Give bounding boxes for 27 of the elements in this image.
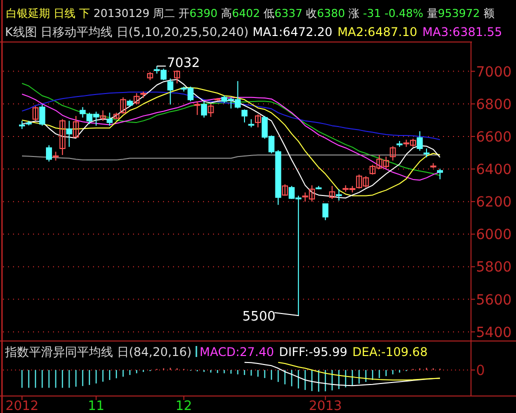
- y-tick-label: 5800: [476, 260, 512, 276]
- series-label: DIFF:-95.99: [279, 345, 348, 359]
- annotation: 5500: [242, 310, 276, 325]
- ref-line-label: 0: [476, 363, 485, 379]
- line-series: [22, 82, 440, 176]
- y-tick-label: 6000: [476, 227, 512, 244]
- legend-label: MACD:27.40: [200, 345, 274, 359]
- y-tick-label: 6600: [476, 129, 512, 146]
- y-tick-label: 6400: [476, 162, 512, 178]
- y-tick-label: 5600: [476, 292, 512, 308]
- text: 20130129 周二 开6390 高6402 低6337 收6380 涨 -31 -0.48% 量953972 额: [94, 7, 494, 20]
- series-label: DEA:-109.68: [352, 345, 428, 359]
- x-tick-label: 2013: [308, 399, 342, 413]
- x-tick-label: 2012: [5, 399, 39, 413]
- text: MA1:6472.20: [252, 25, 332, 39]
- x-tick-label: 11: [88, 399, 104, 413]
- legend-title: K线图 日移动平均线 日(5,10,20,25,50,240): [5, 25, 249, 39]
- y-tick-label: 7000: [476, 64, 512, 80]
- text: MA3:6381.55: [422, 25, 502, 39]
- annotation: 7032: [166, 56, 200, 72]
- y-tick-label: 5400: [476, 324, 512, 341]
- y-tick-label: 6200: [476, 194, 512, 211]
- chart-title: 白银延期 日线 下: [6, 7, 94, 20]
- legend-title: 指数平滑异同平均线 日(84,20,16): [4, 345, 192, 359]
- y-tick-label: 6800: [476, 96, 512, 113]
- x-tick-label: 12: [176, 399, 192, 413]
- text: MA2:6487.10: [337, 25, 418, 39]
